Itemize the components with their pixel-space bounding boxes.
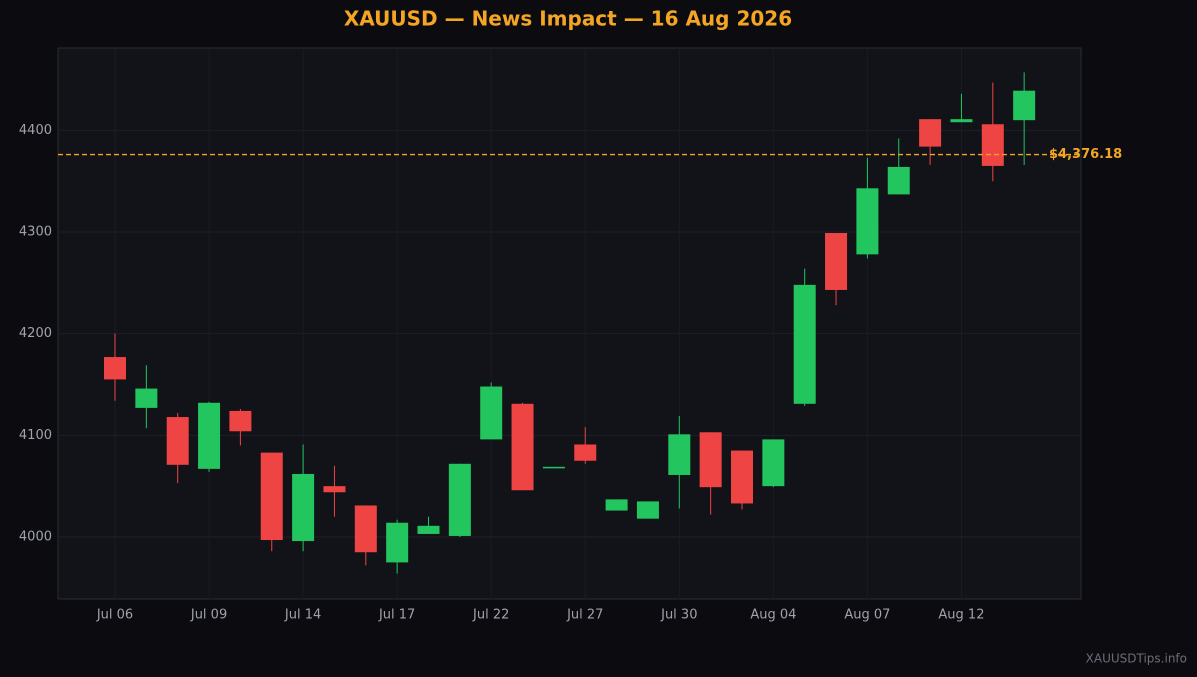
x-tick-label: Jul 14 xyxy=(284,608,321,623)
y-tick-label: 4300 xyxy=(19,225,52,240)
candle-body xyxy=(668,434,691,475)
candle-body xyxy=(511,403,534,491)
candle-body xyxy=(542,466,565,469)
watermark: XAUUSDTips.info xyxy=(1086,652,1187,666)
x-tick-label: Jul 27 xyxy=(566,608,603,623)
x-tick-label: Jul 09 xyxy=(190,608,227,623)
candle-body xyxy=(605,499,628,511)
plot-area xyxy=(57,47,1082,600)
candle-body xyxy=(448,463,471,536)
y-tick-label: 4100 xyxy=(19,428,52,443)
candle-body xyxy=(887,166,910,195)
candle-body xyxy=(104,357,126,380)
candle-body xyxy=(166,417,189,465)
x-tick-label: Jul 22 xyxy=(472,608,509,623)
candle-body xyxy=(292,473,315,542)
y-tick-label: 4200 xyxy=(19,326,52,341)
candle-body xyxy=(950,119,973,123)
candle-body xyxy=(825,233,848,290)
x-tick-label: Jul 17 xyxy=(378,608,415,623)
candle-body xyxy=(354,505,377,553)
candle-body xyxy=(260,452,283,541)
candle-body xyxy=(856,188,879,255)
reference-label: $4,376.18 xyxy=(1049,147,1122,162)
candle-body xyxy=(762,439,785,487)
y-tick-label: 4400 xyxy=(19,123,52,138)
candle-body xyxy=(699,432,722,488)
candle-body xyxy=(480,386,503,440)
candle-body xyxy=(417,525,440,534)
x-tick-label: Aug 07 xyxy=(844,608,890,623)
x-tick-label: Jul 06 xyxy=(96,608,133,623)
x-tick-label: Aug 04 xyxy=(750,608,796,623)
chart-title: XAUUSD — News Impact — 16 Aug 2026 xyxy=(344,7,792,31)
candle-body xyxy=(135,388,158,408)
candle-body xyxy=(793,284,816,404)
candle-body xyxy=(229,410,252,432)
candle-body xyxy=(1013,90,1036,121)
x-tick-label: Jul 30 xyxy=(660,608,697,623)
candle-body xyxy=(323,486,346,493)
candle-body xyxy=(981,124,1004,166)
x-tick-label: Aug 12 xyxy=(938,608,984,623)
y-tick-label: 4000 xyxy=(19,529,52,544)
candle-body xyxy=(636,501,659,519)
candle-body xyxy=(731,450,753,504)
candle-body xyxy=(919,119,942,147)
candle-body xyxy=(198,402,221,469)
candle-body xyxy=(386,522,409,563)
candle-body xyxy=(574,444,597,461)
